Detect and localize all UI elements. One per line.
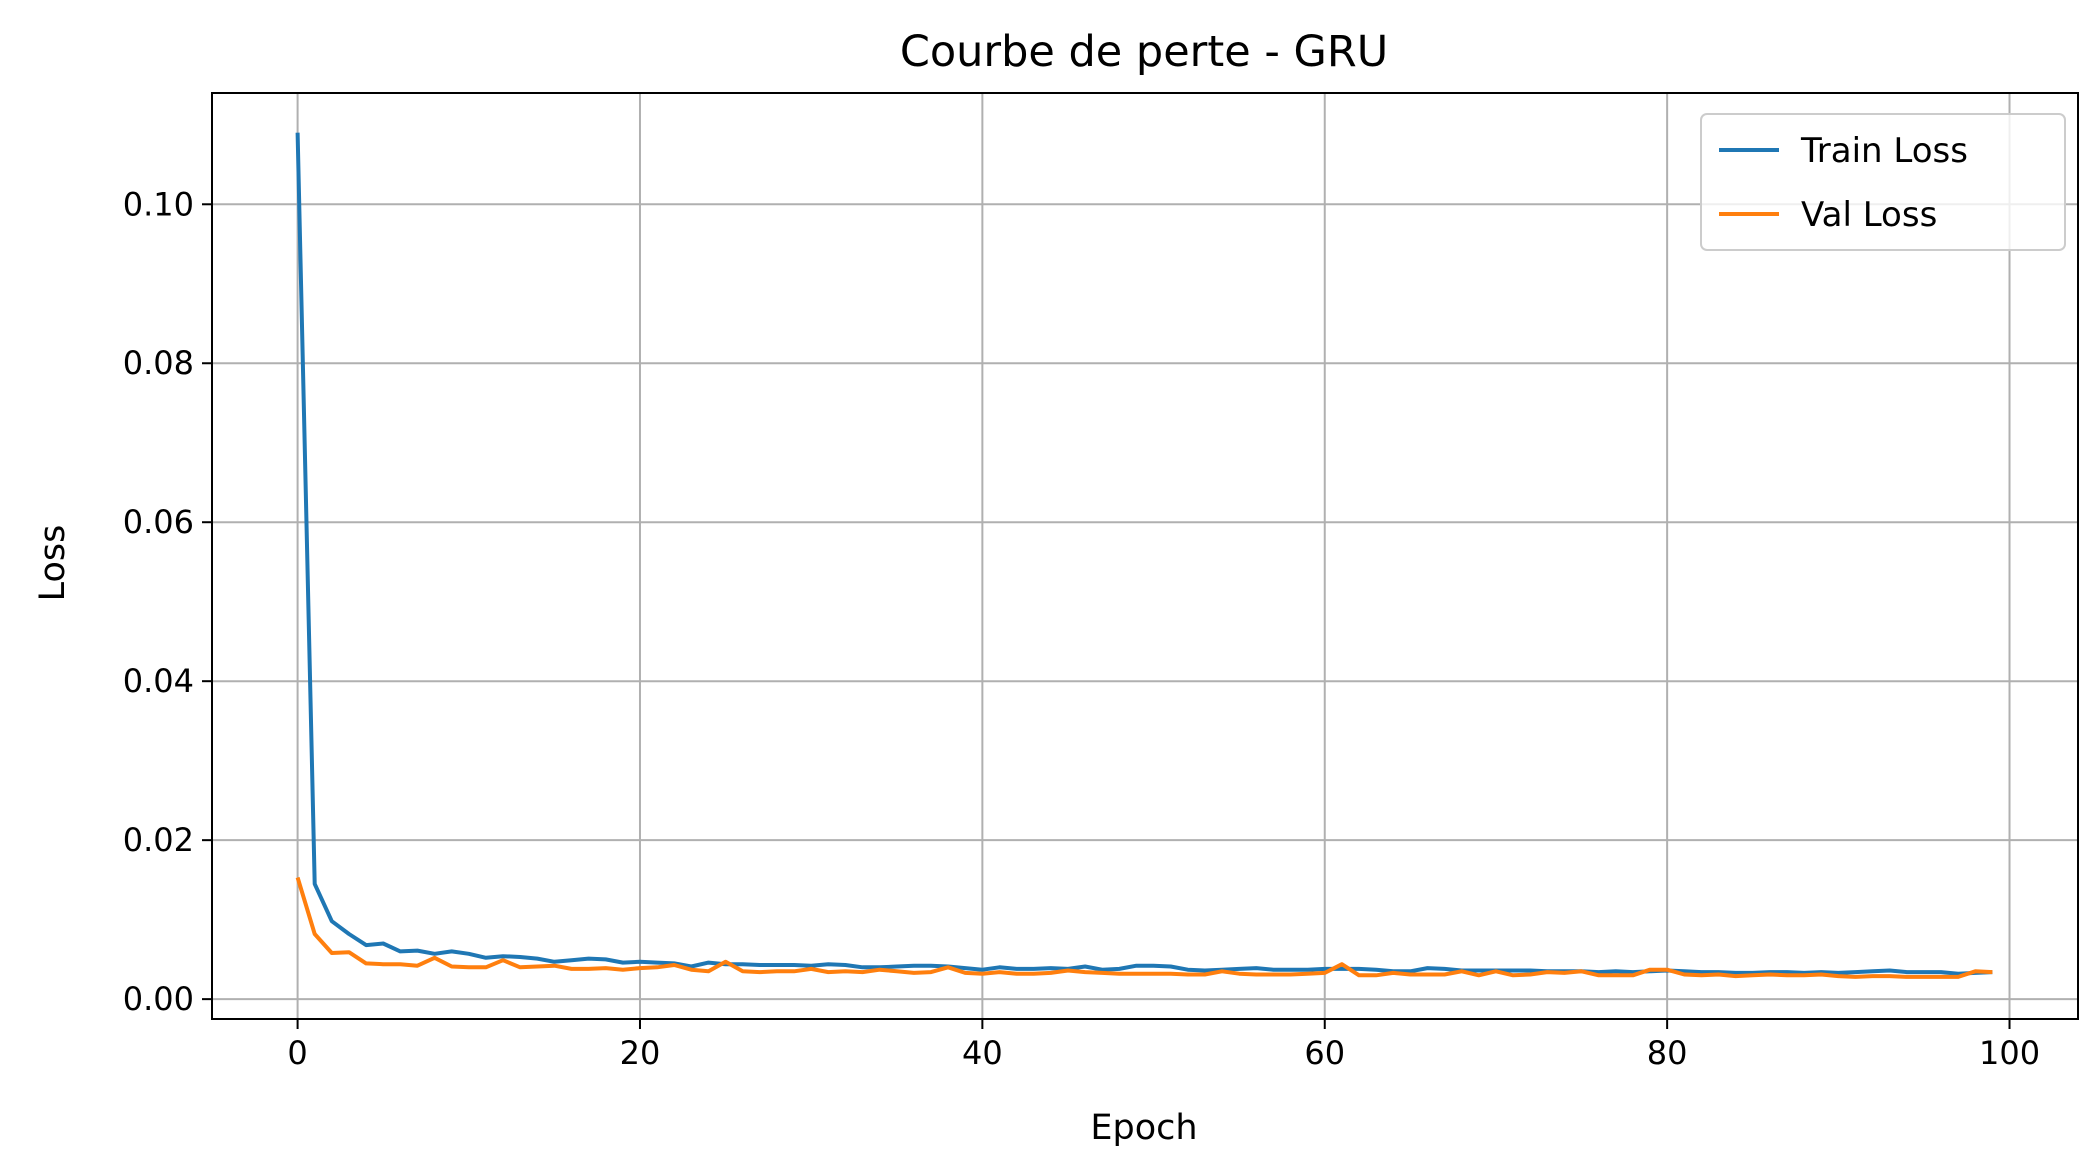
legend-label: Val Loss	[1801, 195, 1937, 235]
series-line-val-loss	[295, 876, 1993, 979]
x-tick-label: 60	[1304, 1034, 1345, 1072]
y-axis-label: Loss	[33, 525, 73, 602]
plot-frame	[211, 92, 2079, 1020]
chart-title: Courbe de perte - GRU	[900, 27, 1388, 77]
x-axis-label: Epoch	[1090, 1108, 1197, 1148]
legend-box	[1700, 113, 2066, 251]
y-tick-label: 0.00	[123, 980, 194, 1018]
x-tick-label: 100	[1979, 1034, 2040, 1072]
y-tick-label: 0.06	[123, 503, 194, 541]
y-tick-label: 0.02	[123, 821, 194, 859]
series-layer	[295, 132, 1993, 979]
x-tick-label: 80	[1647, 1034, 1688, 1072]
series-line-train-loss	[295, 132, 1993, 976]
y-tick-label: 0.10	[123, 185, 194, 223]
x-tick-label: 0	[287, 1034, 307, 1072]
legend-label: Train Loss	[1800, 131, 1968, 171]
x-tick-label: 20	[620, 1034, 661, 1072]
ticks-layer: 0 20 40 60 80 100 0.00 0.02 0.04 0.06 0.08 0.10	[123, 185, 2040, 1072]
y-tick-label: 0.04	[123, 662, 194, 700]
legend: Train Loss Val Loss	[1700, 113, 2066, 251]
x-tick-label: 40	[962, 1034, 1003, 1072]
grid-layer	[212, 93, 2078, 1019]
y-tick-label: 0.08	[123, 344, 194, 382]
